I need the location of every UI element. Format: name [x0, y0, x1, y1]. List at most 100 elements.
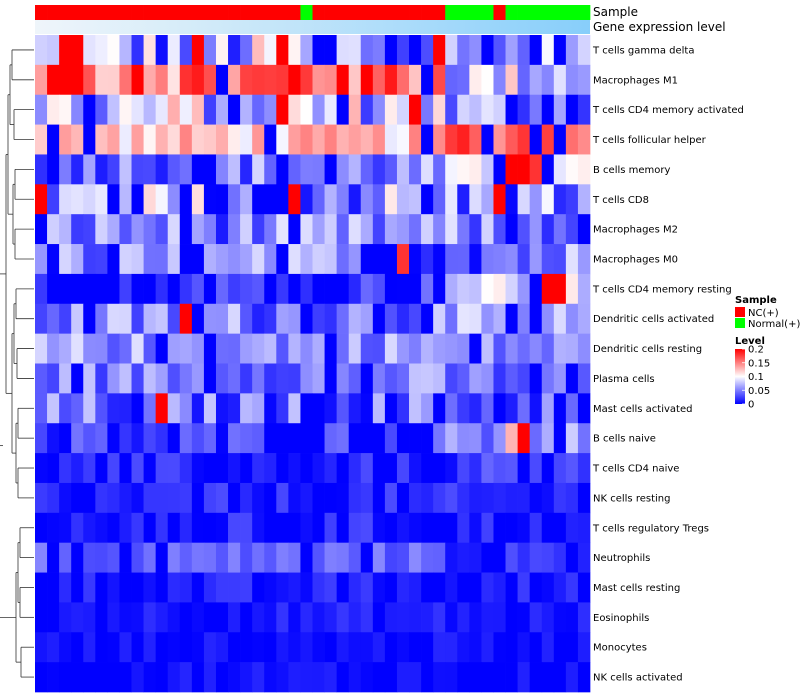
heatmap-cell	[469, 363, 482, 394]
heatmap-cell	[324, 333, 337, 364]
heatmap-cell	[288, 512, 301, 544]
heatmap-cell	[167, 602, 181, 633]
heatmap-cell	[312, 35, 325, 66]
row-labels: T cells gamma delta Macrophages M1 T cells…	[592, 45, 744, 683]
heatmap-cell	[276, 333, 289, 364]
heatmap-cell	[228, 94, 241, 125]
heatmap-cell	[469, 453, 482, 484]
heatmap-cell	[541, 423, 555, 454]
heatmap-cell	[433, 572, 446, 603]
heatmap-cell	[553, 602, 567, 633]
heatmap-cell	[107, 303, 120, 334]
heatmap-cell	[421, 184, 434, 215]
row-label: Dendritic cells resting	[593, 344, 702, 355]
sample-annotation-cell	[336, 5, 350, 20]
heatmap-cell	[71, 244, 84, 275]
heatmap-cell	[155, 542, 169, 573]
heatmap-cell	[324, 303, 337, 334]
heatmap-cell	[396, 512, 410, 544]
heatmap-cell	[360, 154, 374, 185]
heatmap-cell	[252, 214, 265, 245]
sample-annotation-cell	[409, 5, 422, 20]
heatmap-cell	[481, 542, 494, 573]
heatmap-cell	[505, 154, 518, 185]
heatmap-cell	[372, 244, 386, 275]
heatmap-cell	[83, 482, 96, 514]
heatmap-cell	[191, 363, 205, 394]
heatmap-cell	[348, 184, 362, 215]
heatmap-cell	[577, 94, 591, 125]
heatmap-cell	[324, 273, 337, 305]
heatmap-cell	[421, 303, 434, 334]
heatmap-cell	[240, 64, 253, 96]
heatmap-cells	[35, 35, 591, 693]
heatmap-cell	[131, 333, 144, 364]
heatmap-cell	[445, 94, 458, 125]
heatmap-cell	[457, 662, 470, 693]
heatmap-cell	[215, 393, 229, 424]
heatmap-cell	[264, 214, 277, 245]
heatmap-cell	[131, 632, 144, 663]
heatmap-cell	[469, 393, 482, 424]
heatmap-cell	[469, 124, 482, 155]
heatmap-cell	[276, 124, 289, 155]
heatmap-cell	[324, 124, 337, 155]
heatmap-cell	[83, 423, 96, 454]
heatmap-cell	[565, 244, 579, 275]
heatmap-cell	[457, 154, 470, 185]
heatmap-cell	[107, 602, 120, 633]
heatmap-cell	[71, 94, 84, 125]
heatmap-cell	[493, 662, 506, 693]
heatmap-cell	[191, 632, 205, 663]
heatmap-cell	[348, 482, 362, 514]
heatmap-cell	[445, 482, 458, 514]
heatmap-cell	[396, 64, 410, 96]
heatmap-cell	[288, 154, 301, 185]
heatmap-cell	[360, 214, 374, 245]
sample-annotation-cell	[541, 5, 555, 20]
heatmap-cell	[215, 512, 229, 544]
heatmap-cell	[59, 572, 72, 603]
heatmap-cell	[577, 363, 591, 394]
heatmap-cell	[71, 333, 84, 364]
heatmap-cell	[35, 244, 48, 275]
heatmap-cell	[119, 214, 132, 245]
heatmap-cell	[481, 512, 494, 544]
heatmap-cell	[541, 184, 555, 215]
heatmap-cell	[59, 184, 72, 215]
heatmap-cell	[95, 482, 108, 514]
heatmap-cell	[493, 542, 506, 573]
heatmap-cell	[71, 482, 84, 514]
heatmap-cell	[252, 273, 265, 305]
heatmap-cell	[565, 154, 579, 185]
heatmap-cell	[312, 154, 325, 185]
heatmap-cell	[529, 512, 543, 544]
heatmap-cell	[107, 363, 120, 394]
sample-annotation-cell	[179, 5, 193, 20]
row-label: Mast cells activated	[593, 404, 692, 415]
heatmap-cell	[565, 214, 579, 245]
heatmap-cell	[264, 303, 277, 334]
heatmap-cell	[565, 572, 579, 603]
heatmap-cell	[264, 154, 277, 185]
heatmap-cell	[252, 453, 265, 484]
heatmap-cell	[421, 333, 434, 364]
heatmap-cell	[300, 542, 313, 573]
heatmap-cell	[336, 184, 350, 215]
heatmap-cell	[264, 662, 277, 693]
heatmap-cell	[35, 482, 48, 514]
heatmap-cell	[119, 453, 132, 484]
heatmap-cell	[47, 542, 60, 573]
heatmap-cell	[529, 363, 543, 394]
heatmap-cell	[505, 184, 518, 215]
heatmap-cell	[300, 273, 313, 305]
heatmap-cell	[541, 94, 555, 125]
heatmap-cell	[167, 572, 181, 603]
row-label: Eosinophils	[593, 613, 649, 624]
heatmap-cell	[505, 333, 518, 364]
heatmap-cell	[577, 124, 591, 155]
heatmap-cell	[155, 662, 169, 693]
heatmap-cell	[83, 35, 96, 66]
heatmap-cell	[167, 94, 181, 125]
heatmap-cell	[203, 632, 217, 663]
